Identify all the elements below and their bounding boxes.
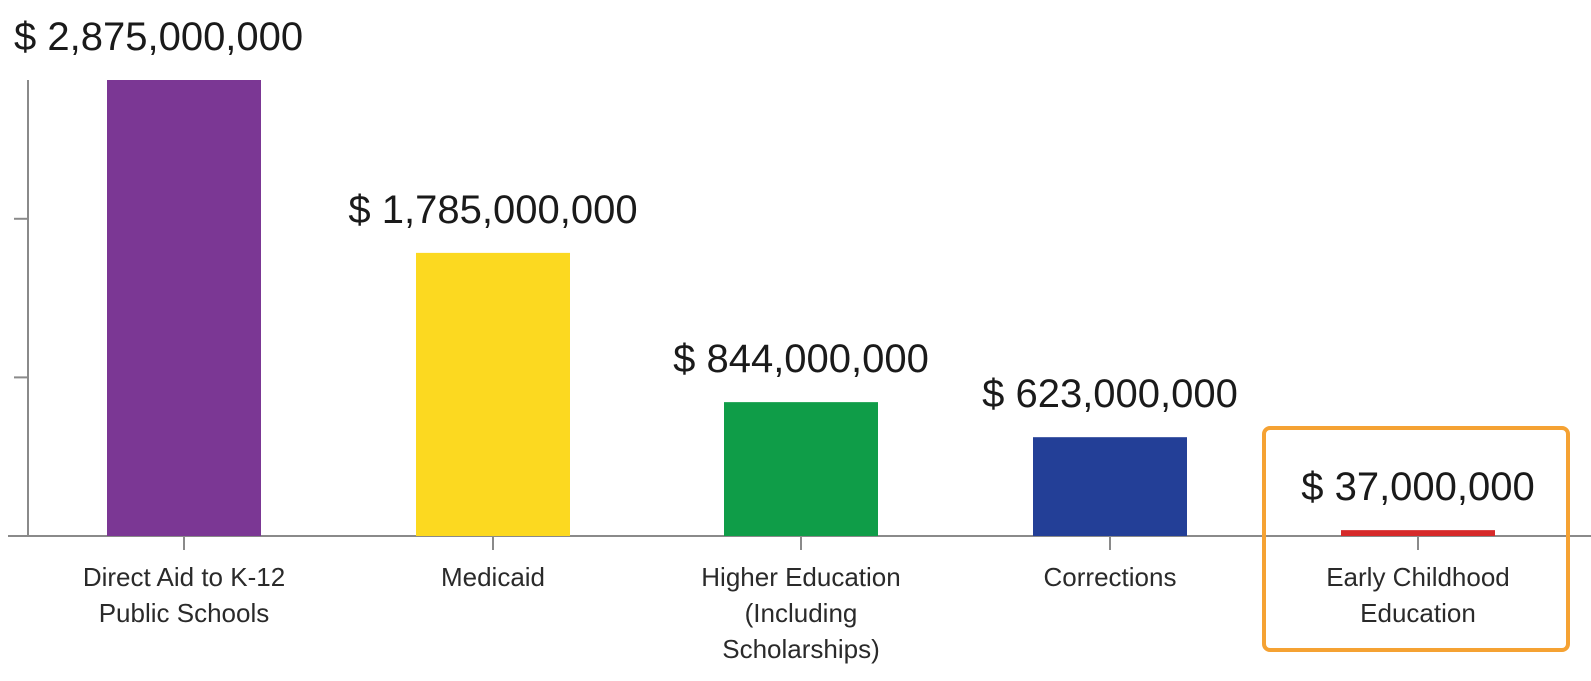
chart-highlights xyxy=(1262,426,1570,652)
value-label-0: $ 2,875,000,000 xyxy=(14,15,303,59)
highlight-box xyxy=(1262,426,1570,652)
value-label-3: $ 623,000,000 xyxy=(982,372,1238,416)
bar-1 xyxy=(416,252,570,536)
chart-bars xyxy=(107,80,1495,536)
value-label-2: $ 844,000,000 xyxy=(673,337,929,381)
bar-3 xyxy=(1033,437,1187,536)
bar-4 xyxy=(1341,530,1495,536)
chart-value-labels: $ 2,875,000,000 $ 1,785,000,000 $ 844,000,… xyxy=(14,15,1535,509)
category-label-2: Higher Education (Including Scholarships) xyxy=(701,562,900,664)
bar-2 xyxy=(724,402,878,536)
category-label-4: Early Childhood Education xyxy=(1326,562,1510,628)
category-label-1: Medicaid xyxy=(441,562,545,592)
category-label-3: Corrections xyxy=(1044,562,1177,592)
value-label-1: $ 1,785,000,000 xyxy=(348,188,637,232)
category-label-0: Direct Aid to K-12 Public Schools xyxy=(83,562,285,628)
value-label-4: $ 37,000,000 xyxy=(1301,465,1535,509)
bar-0 xyxy=(107,80,261,536)
chart-category-labels: Direct Aid to K-12 Public Schools Medicaid… xyxy=(83,562,1510,664)
